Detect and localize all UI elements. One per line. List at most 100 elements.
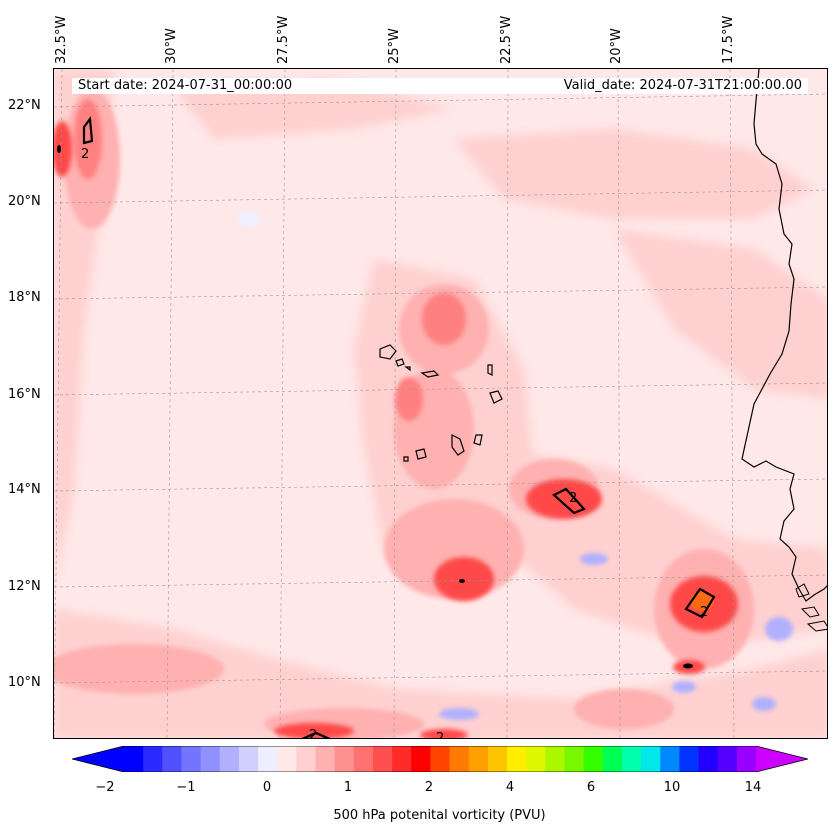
coast-fragment-2 [806, 620, 827, 632]
pv-core-central-3 [434, 557, 494, 601]
colorbar-cell [162, 746, 182, 772]
cape-verde-islands [379, 344, 503, 462]
contour-label-east-1: 2 [569, 491, 577, 506]
meridian [279, 69, 286, 738]
colorbar-cell [487, 746, 508, 772]
colorbar-cell [411, 746, 431, 772]
pv-map: 2 2 2 2 2 [53, 68, 828, 739]
pv-feature-south-2 [574, 689, 674, 729]
contour-east-2 [684, 587, 716, 619]
island-boa-vista [489, 390, 503, 404]
lon-label: 32.5°W [54, 15, 69, 64]
graticule [54, 69, 827, 738]
pv-negative-5 [439, 708, 479, 720]
pv-field-svg: 2 2 2 2 2 [54, 69, 827, 739]
pv-negative-1 [237, 211, 261, 227]
colorbar-cell [449, 746, 470, 772]
colorbar-cell [315, 746, 336, 772]
contour-east-1 [552, 487, 586, 515]
pv-negative-6 [752, 697, 776, 711]
pv-core-nw-2 [54, 121, 72, 177]
colorbar-cell [602, 746, 623, 772]
colorbar-cell [392, 746, 412, 772]
meridian [393, 69, 397, 738]
colorbar-cell [124, 746, 144, 772]
colorbar-cell [583, 746, 604, 772]
colorbar-cell [372, 746, 393, 772]
coast-fragment-1 [800, 606, 820, 618]
lat-label: 12°N [8, 579, 41, 594]
island-fogo [415, 448, 427, 460]
pv-dot [683, 663, 693, 669]
pv-dot [57, 145, 61, 153]
colorbar-tick-label: 14 [744, 780, 762, 795]
contour-label-nw: 2 [81, 147, 89, 162]
meridian [54, 69, 63, 738]
lat-label: 18°N [8, 290, 41, 305]
colorbar-cell [277, 746, 297, 772]
colorbar-tick-label: 4 [505, 780, 515, 795]
contour-south [301, 731, 331, 738]
guinea-coast-islands [795, 583, 827, 632]
contour-nw [82, 116, 94, 145]
lon-label: 27.5°W [276, 15, 291, 64]
colorbar-tick-label: 1 [343, 780, 353, 795]
pv-core-south-2 [420, 729, 468, 738]
meridian [617, 69, 621, 738]
island-sao-vicente [395, 358, 405, 367]
colorbar-cell [468, 746, 489, 772]
colorbar-cell [238, 746, 259, 772]
lat-label: 10°N [8, 675, 41, 690]
colorbar-tick-label: 10 [663, 780, 681, 795]
colorbar-tick-label: −1 [176, 780, 196, 795]
pv-band-north [174, 79, 454, 139]
colorbar-cell [641, 746, 661, 772]
colorbar-tick-label: 0 [262, 780, 272, 795]
colorbar-cell [545, 746, 565, 772]
colorbar-cell [219, 746, 240, 772]
meridian [729, 69, 735, 738]
contour-label-south-2: 2 [436, 731, 444, 739]
lat-label: 20°N [8, 194, 41, 209]
colorbar-cell [526, 746, 546, 772]
pv-negative-2 [580, 553, 608, 565]
island-santo-antao [379, 344, 397, 360]
pv-core-east-1 [526, 479, 602, 519]
pv-feature-southwest [54, 644, 224, 694]
colorbar-cell [698, 746, 719, 772]
colorbar-cell [143, 746, 163, 772]
lon-label: 20°W [609, 28, 624, 64]
colorbar-cell [507, 746, 527, 772]
colorbar-tick-label: 2 [424, 780, 434, 795]
start-date-label: Start date: 2024-07-31_00:00:00 [72, 78, 544, 94]
pv-core-central-1 [422, 293, 466, 345]
lon-label: 30°W [164, 28, 179, 64]
pv-core-south-1 [274, 723, 354, 738]
colorbar-cell [717, 746, 738, 772]
island-brava [403, 456, 409, 462]
colorbar-cell [679, 746, 700, 772]
lon-label: 25°W [387, 28, 402, 64]
meridian [166, 69, 174, 738]
pv-dot [459, 579, 465, 583]
lat-label: 16°N [8, 387, 41, 402]
colorbar-cell [660, 746, 680, 772]
pv-core-nw-1 [74, 99, 102, 179]
colorbar-cell [181, 746, 202, 772]
pv-band-east [614, 229, 827, 399]
island-sal [487, 364, 493, 376]
lon-label: 17.5°W [721, 15, 736, 64]
colorbar-extend-high [756, 746, 808, 772]
colorbar-cell [200, 746, 221, 772]
valid-date-label: Valid_date: 2024-07-31T21:00:00.00 [538, 78, 808, 94]
pv-core-central-2 [395, 377, 423, 421]
colorbar-cells [124, 746, 757, 772]
island-sao-nicolau [420, 370, 440, 378]
colorbar-cell [258, 746, 278, 772]
colorbar [72, 746, 808, 772]
colorbar-cell [334, 746, 355, 772]
colorbar-cell [353, 746, 374, 772]
colorbar-cell [736, 746, 757, 772]
pv-negative-patches [237, 211, 793, 720]
colorbar-cell [430, 746, 451, 772]
